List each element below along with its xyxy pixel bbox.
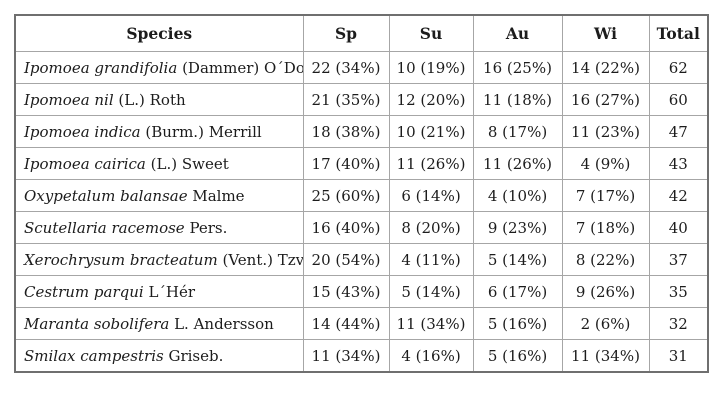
species-cell: Smilax campestris Griseb. bbox=[14, 339, 304, 373]
column-header-summer: Su bbox=[388, 14, 474, 52]
total-cell: 47 bbox=[648, 115, 709, 148]
summer-cell: 6 (14%) bbox=[388, 179, 474, 212]
summer-cell: 4 (11%) bbox=[388, 243, 474, 276]
species-author: Griseb. bbox=[163, 346, 224, 365]
species-author: L´Hér bbox=[143, 282, 196, 301]
table-row: Ipomoea indica (Burm.) Merrill 18 (38%) … bbox=[14, 115, 709, 148]
species-author: (L.) Sweet bbox=[145, 154, 229, 173]
table-row: Cestrum parqui L´Hér 15 (43%) 5 (14%) 6 … bbox=[14, 275, 709, 308]
table-row: Ipomoea grandifolia (Dammer) O´Donell 22… bbox=[14, 51, 709, 84]
autumn-cell: 6 (17%) bbox=[472, 275, 563, 308]
summer-cell: 8 (20%) bbox=[388, 211, 474, 244]
column-header-total: Total bbox=[648, 14, 709, 52]
spring-cell: 11 (34%) bbox=[302, 339, 390, 373]
species-scientific-name: Smilax campestris bbox=[24, 346, 164, 365]
spring-cell: 16 (40%) bbox=[302, 211, 390, 244]
autumn-cell: 5 (16%) bbox=[472, 339, 563, 373]
winter-cell: 9 (26%) bbox=[561, 275, 650, 308]
species-scientific-name: Ipomoea nil bbox=[24, 90, 114, 109]
total-cell: 35 bbox=[648, 275, 709, 308]
column-header-winter: Wi bbox=[561, 14, 650, 52]
total-cell: 60 bbox=[648, 83, 709, 116]
species-author: (Vent.) Tzvelev bbox=[222, 250, 303, 269]
species-author: (Dammer) O´Donell bbox=[182, 58, 303, 77]
spring-cell: 20 (54%) bbox=[302, 243, 390, 276]
winter-cell: 7 (18%) bbox=[561, 211, 650, 244]
autumn-cell: 16 (25%) bbox=[472, 51, 563, 84]
spring-cell: 18 (38%) bbox=[302, 115, 390, 148]
summer-cell: 11 (26%) bbox=[388, 147, 474, 180]
species-cell: Xerochrysum bracteatum (Vent.) Tzvelev bbox=[14, 243, 304, 276]
species-cell: Ipomoea cairica (L.) Sweet bbox=[14, 147, 304, 180]
autumn-cell: 5 (16%) bbox=[472, 307, 563, 340]
total-cell: 31 bbox=[648, 339, 709, 373]
winter-cell: 11 (34%) bbox=[561, 339, 650, 373]
total-cell: 42 bbox=[648, 179, 709, 212]
summer-cell: 4 (16%) bbox=[388, 339, 474, 373]
species-scientific-name: Ipomoea grandifolia bbox=[24, 58, 178, 77]
total-cell: 37 bbox=[648, 243, 709, 276]
summer-cell: 5 (14%) bbox=[388, 275, 474, 308]
species-scientific-name: Oxypetalum balansae bbox=[24, 186, 188, 205]
species-scientific-name: Xerochrysum bracteatum bbox=[24, 250, 218, 269]
summer-cell: 12 (20%) bbox=[388, 83, 474, 116]
autumn-cell: 5 (14%) bbox=[472, 243, 563, 276]
autumn-cell: 11 (18%) bbox=[472, 83, 563, 116]
column-header-spring: Sp bbox=[302, 14, 390, 52]
summer-cell: 10 (21%) bbox=[388, 115, 474, 148]
species-author: (L.) Roth bbox=[113, 90, 186, 109]
table-row: Oxypetalum balansae Malme 25 (60%) 6 (14… bbox=[14, 179, 709, 212]
spring-cell: 21 (35%) bbox=[302, 83, 390, 116]
total-cell: 43 bbox=[648, 147, 709, 180]
winter-cell: 8 (22%) bbox=[561, 243, 650, 276]
total-cell: 40 bbox=[648, 211, 709, 244]
column-header-autumn: Au bbox=[472, 14, 563, 52]
species-cell: Scutellaria racemose Pers. bbox=[14, 211, 304, 244]
winter-cell: 14 (22%) bbox=[561, 51, 650, 84]
winter-cell: 16 (27%) bbox=[561, 83, 650, 116]
spring-cell: 17 (40%) bbox=[302, 147, 390, 180]
species-cell: Ipomoea nil (L.) Roth bbox=[14, 83, 304, 116]
autumn-cell: 4 (10%) bbox=[472, 179, 563, 212]
spring-cell: 22 (34%) bbox=[302, 51, 390, 84]
total-cell: 32 bbox=[648, 307, 709, 340]
table-row: Smilax campestris Griseb. 11 (34%) 4 (16… bbox=[14, 339, 709, 373]
table-row: Xerochrysum bracteatum (Vent.) Tzvelev 2… bbox=[14, 243, 709, 276]
species-cell: Ipomoea grandifolia (Dammer) O´Donell bbox=[14, 51, 304, 84]
summer-cell: 10 (19%) bbox=[388, 51, 474, 84]
table-row: Scutellaria racemose Pers. 16 (40%) 8 (2… bbox=[14, 211, 709, 244]
total-cell: 62 bbox=[648, 51, 709, 84]
species-cell: Oxypetalum balansae Malme bbox=[14, 179, 304, 212]
species-scientific-name: Scutellaria racemose bbox=[24, 218, 185, 237]
header-row: Species Sp Su Au Wi Total bbox=[14, 14, 709, 52]
column-header-species: Species bbox=[14, 14, 304, 52]
table-row: Maranta sobolifera L. Andersson 14 (44%)… bbox=[14, 307, 709, 340]
species-scientific-name: Maranta sobolifera bbox=[24, 314, 170, 333]
summer-cell: 11 (34%) bbox=[388, 307, 474, 340]
autumn-cell: 11 (26%) bbox=[472, 147, 563, 180]
table-row: Ipomoea cairica (L.) Sweet 17 (40%) 11 (… bbox=[14, 147, 709, 180]
winter-cell: 4 (9%) bbox=[561, 147, 650, 180]
species-scientific-name: Ipomoea cairica bbox=[24, 154, 146, 173]
species-cell: Cestrum parqui L´Hér bbox=[14, 275, 304, 308]
species-scientific-name: Cestrum parqui bbox=[24, 282, 144, 301]
species-cell: Maranta sobolifera L. Andersson bbox=[14, 307, 304, 340]
autumn-cell: 8 (17%) bbox=[472, 115, 563, 148]
spring-cell: 14 (44%) bbox=[302, 307, 390, 340]
species-author: Malme bbox=[187, 186, 245, 205]
winter-cell: 2 (6%) bbox=[561, 307, 650, 340]
species-author: Pers. bbox=[184, 218, 228, 237]
species-author: L. Andersson bbox=[169, 314, 274, 333]
species-cell: Ipomoea indica (Burm.) Merrill bbox=[14, 115, 304, 148]
winter-cell: 11 (23%) bbox=[561, 115, 650, 148]
species-seasonal-table: Species Sp Su Au Wi Total Ipomoea grandi… bbox=[14, 14, 709, 373]
spring-cell: 25 (60%) bbox=[302, 179, 390, 212]
species-author: (Burm.) Merrill bbox=[140, 122, 262, 141]
table-row: Ipomoea nil (L.) Roth 21 (35%) 12 (20%) … bbox=[14, 83, 709, 116]
autumn-cell: 9 (23%) bbox=[472, 211, 563, 244]
spring-cell: 15 (43%) bbox=[302, 275, 390, 308]
species-scientific-name: Ipomoea indica bbox=[24, 122, 141, 141]
winter-cell: 7 (17%) bbox=[561, 179, 650, 212]
